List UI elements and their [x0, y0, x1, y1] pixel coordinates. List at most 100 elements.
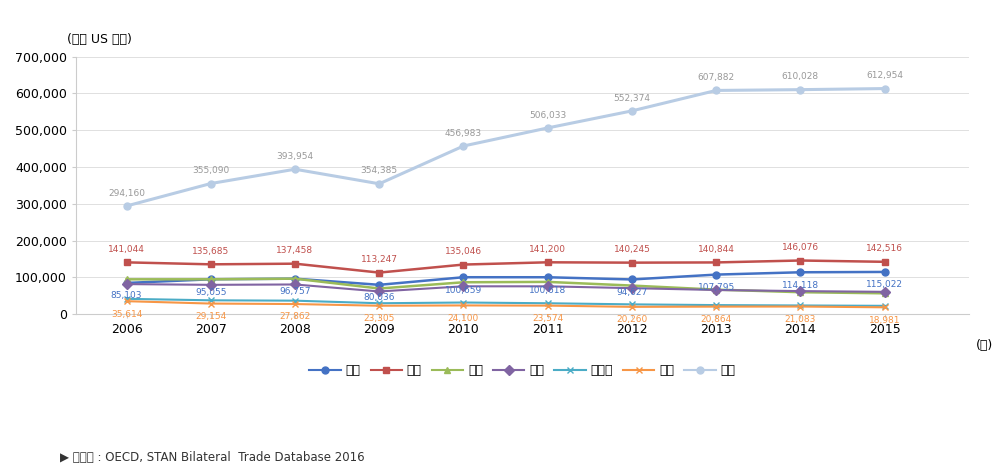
중국: [794, 87, 806, 92]
Line: 한국: 한국: [123, 268, 888, 288]
Text: 18,981: 18,981: [869, 316, 900, 325]
프랑스: [205, 297, 217, 303]
중국: [710, 88, 722, 93]
미국: [205, 262, 217, 267]
Text: 80,036: 80,036: [364, 293, 395, 302]
Line: 일본: 일본: [123, 275, 888, 297]
Line: 프랑스: 프랑스: [123, 295, 888, 309]
일본: [289, 276, 301, 281]
한국: [879, 269, 891, 275]
Text: 29,154: 29,154: [196, 312, 227, 321]
Text: 612,954: 612,954: [866, 71, 903, 80]
독일: [458, 283, 470, 289]
미국: [458, 262, 470, 267]
독일: [626, 285, 638, 291]
Text: 96,757: 96,757: [279, 287, 310, 296]
미국: [626, 260, 638, 265]
Text: 21,083: 21,083: [784, 315, 816, 324]
Text: 456,983: 456,983: [445, 129, 482, 138]
Text: 35,614: 35,614: [111, 310, 142, 318]
일본: [373, 286, 385, 291]
Legend: 한국, 미국, 일본, 독일, 프랑스, 영국, 중국: 한국, 미국, 일본, 독일, 프랑스, 영국, 중국: [304, 359, 741, 382]
한국: [289, 276, 301, 281]
영국: [541, 303, 553, 309]
Text: 140,844: 140,844: [698, 245, 735, 254]
Text: 552,374: 552,374: [614, 93, 650, 103]
Text: 115,022: 115,022: [866, 280, 903, 289]
미국: [710, 260, 722, 265]
Text: 23,305: 23,305: [364, 314, 395, 323]
Text: 141,044: 141,044: [108, 245, 145, 254]
Text: 23,574: 23,574: [532, 314, 563, 323]
미국: [373, 270, 385, 275]
중국: [289, 166, 301, 172]
독일: [541, 283, 553, 289]
한국: [710, 272, 722, 278]
Line: 독일: 독일: [123, 280, 888, 295]
Text: 294,160: 294,160: [108, 189, 145, 197]
Text: 20,864: 20,864: [701, 315, 732, 324]
Text: 135,685: 135,685: [193, 247, 230, 256]
미국: [794, 257, 806, 263]
Text: 137,458: 137,458: [276, 246, 313, 255]
한국: [458, 274, 470, 280]
일본: [794, 289, 806, 295]
Line: 중국: 중국: [123, 85, 888, 210]
Text: 107,795: 107,795: [698, 283, 735, 292]
영국: [121, 298, 133, 304]
한국: [626, 277, 638, 282]
Text: 141,200: 141,200: [529, 245, 566, 254]
일본: [626, 283, 638, 288]
Text: 95,055: 95,055: [195, 287, 227, 296]
중국: [626, 108, 638, 113]
프랑스: [289, 298, 301, 303]
Text: 20,260: 20,260: [616, 315, 647, 324]
Text: 24,100: 24,100: [448, 314, 479, 323]
한국: [205, 277, 217, 282]
독일: [794, 288, 806, 294]
Line: 미국: 미국: [123, 257, 888, 276]
영국: [373, 303, 385, 309]
Text: 140,245: 140,245: [614, 245, 650, 254]
프랑스: [121, 296, 133, 302]
Text: 610,028: 610,028: [782, 72, 818, 81]
독일: [121, 281, 133, 287]
독일: [289, 282, 301, 287]
독일: [710, 287, 722, 293]
Text: 94,627: 94,627: [616, 288, 647, 297]
영국: [289, 301, 301, 307]
독일: [373, 288, 385, 294]
Text: 135,046: 135,046: [445, 247, 482, 256]
중국: [458, 143, 470, 149]
영국: [794, 304, 806, 310]
프랑스: [794, 303, 806, 308]
프랑스: [541, 301, 553, 306]
중국: [121, 203, 133, 209]
중국: [879, 86, 891, 91]
영국: [710, 304, 722, 310]
한국: [794, 270, 806, 275]
Text: 506,033: 506,033: [529, 111, 566, 120]
Text: (백만 US 달러): (백만 US 달러): [68, 33, 132, 46]
독일: [879, 289, 891, 295]
영국: [458, 303, 470, 308]
중국: [373, 181, 385, 187]
독일: [205, 282, 217, 287]
중국: [205, 181, 217, 186]
Text: 27,862: 27,862: [279, 312, 310, 321]
Text: 607,882: 607,882: [698, 73, 735, 82]
Text: 393,954: 393,954: [276, 152, 313, 161]
영국: [879, 304, 891, 310]
Text: 113,247: 113,247: [361, 255, 398, 264]
일본: [541, 279, 553, 285]
미국: [541, 259, 553, 265]
Text: ▶ 자료원 : OECD, STAN Bilateral  Trade Database 2016: ▶ 자료원 : OECD, STAN Bilateral Trade Datab…: [60, 451, 365, 464]
미국: [121, 259, 133, 265]
Text: 142,516: 142,516: [866, 244, 903, 253]
일본: [121, 277, 133, 282]
프랑스: [879, 303, 891, 309]
Text: 114,118: 114,118: [782, 280, 818, 290]
Text: (년): (년): [976, 339, 993, 352]
Line: 영국: 영국: [123, 298, 888, 311]
Text: 146,076: 146,076: [782, 243, 818, 252]
